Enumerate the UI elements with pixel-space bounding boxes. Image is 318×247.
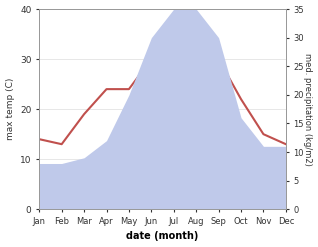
X-axis label: date (month): date (month) bbox=[126, 231, 199, 242]
Y-axis label: max temp (C): max temp (C) bbox=[5, 78, 15, 140]
Y-axis label: med. precipitation (kg/m2): med. precipitation (kg/m2) bbox=[303, 53, 313, 165]
